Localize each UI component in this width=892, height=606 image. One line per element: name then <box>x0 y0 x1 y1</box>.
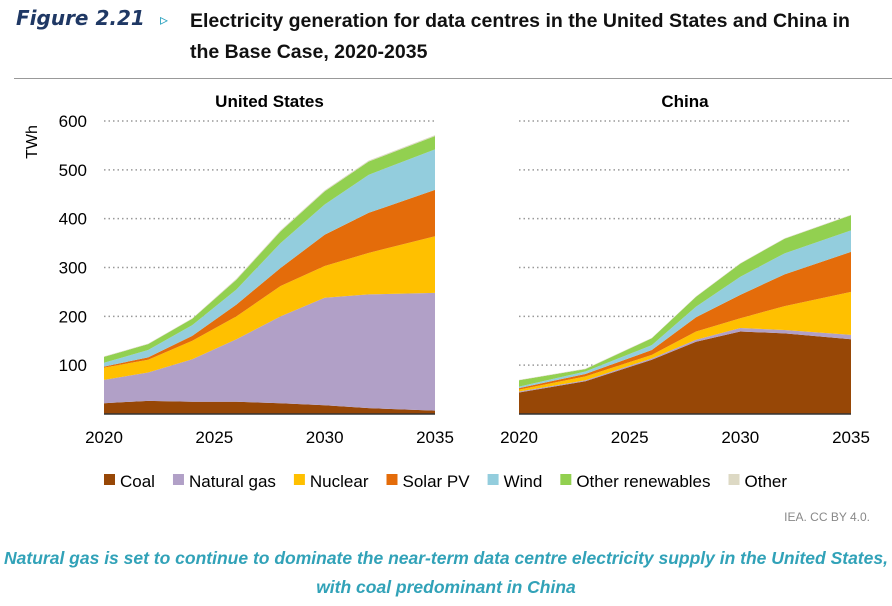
y-tick-label: 200 <box>59 307 87 326</box>
legend-label: Coal <box>120 472 155 491</box>
x-tick-label: 2030 <box>721 428 759 447</box>
x-tick-label: 2020 <box>500 428 538 447</box>
legend-label: Solar PV <box>403 472 471 491</box>
x-tick-label: 2030 <box>306 428 344 447</box>
area-natural-gas <box>519 328 851 393</box>
y-tick-label: 400 <box>59 210 87 229</box>
legend-swatch <box>172 474 184 485</box>
header-divider <box>14 78 892 79</box>
legend-label: Wind <box>504 472 543 491</box>
legend-label: Nuclear <box>310 472 369 491</box>
area-coal <box>519 331 851 414</box>
x-tick-label: 2025 <box>195 428 233 447</box>
legend-swatch <box>487 474 499 485</box>
legend-label: Other <box>745 472 788 491</box>
x-tick-label: 2035 <box>832 428 870 447</box>
legend-swatch <box>104 474 115 485</box>
caption: Natural gas is set to continue to domina… <box>4 548 888 597</box>
legend-swatch <box>386 474 398 485</box>
legend-label: Other renewables <box>576 472 710 491</box>
area-nuclear <box>519 291 851 392</box>
figure-label: Figure 2.21 <box>16 6 145 30</box>
area-solar-pv <box>519 251 851 390</box>
area-other-renewables <box>104 136 435 363</box>
y-tick-label: 500 <box>59 161 87 180</box>
area-nuclear <box>104 236 435 380</box>
x-tick-label: 2020 <box>85 428 123 447</box>
y-tick-label: 600 <box>59 112 87 131</box>
panel-title: United States <box>215 92 324 111</box>
x-tick-label: 2035 <box>416 428 454 447</box>
x-tick-label: 2025 <box>611 428 649 447</box>
figure-arrow-icon: ▹ <box>160 12 169 29</box>
area-wind <box>104 149 435 367</box>
legend-label: Natural gas <box>189 472 276 491</box>
area-wind <box>519 230 851 389</box>
panel-title: China <box>661 92 709 111</box>
y-tick-label: 100 <box>59 356 87 375</box>
area-other-renewables <box>519 215 851 387</box>
legend-swatch <box>728 474 740 485</box>
area-coal <box>104 400 435 414</box>
legend-swatch <box>560 474 572 485</box>
source-note: IEA. CC BY 4.0. <box>784 510 870 524</box>
area-solar-pv <box>104 189 435 368</box>
chart: United States 100 200 300 400 500 600 2020 2025 2… <box>24 92 870 491</box>
area-natural-gas <box>104 292 435 411</box>
figure-title: Electricity generation for data centres … <box>190 10 850 63</box>
legend-swatch <box>293 474 305 485</box>
y-axis-label: TWh <box>24 125 41 159</box>
y-tick-label: 300 <box>59 259 87 278</box>
